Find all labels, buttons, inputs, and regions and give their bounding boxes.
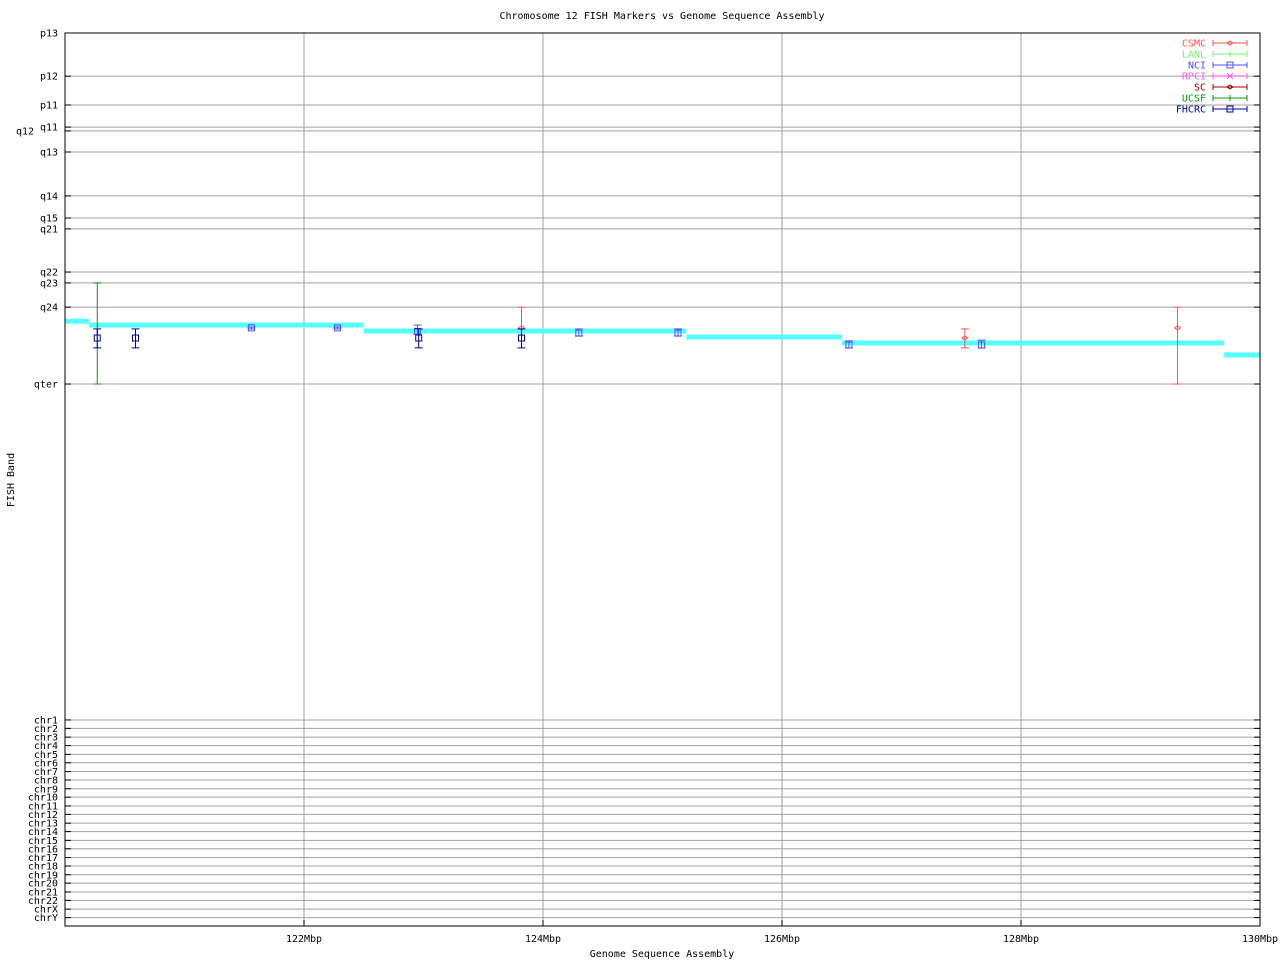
y-tick-label: chr7	[34, 767, 58, 778]
y-tick-label: chr2	[34, 724, 58, 735]
y-tick-label: chr10	[28, 793, 58, 804]
point-marker	[845, 341, 853, 349]
assembly-segment	[363, 328, 687, 334]
assembly-segment	[686, 334, 842, 340]
point-marker	[132, 334, 140, 342]
data-point-fhcrc	[414, 328, 423, 349]
x-tick-label: 122Mbp	[286, 934, 322, 945]
y-tick-label: chr14	[28, 827, 58, 838]
y-tick-label: q23	[40, 278, 58, 289]
y-tick-label: chr17	[28, 853, 58, 864]
assembly-steps	[65, 318, 1260, 358]
y-tick-label: q11	[40, 123, 58, 134]
legend-marker	[1226, 61, 1234, 69]
y-tick-label: chr12	[28, 810, 58, 821]
y-tick-label: q22	[40, 268, 58, 279]
y-tick-label: p12	[40, 72, 58, 83]
x-axis-label: Genome Sequence Assembly	[590, 949, 735, 960]
y-tick-label: chr13	[28, 819, 58, 830]
legend-marker	[1226, 84, 1234, 90]
point-marker	[517, 334, 525, 342]
y-tick-label: chr22	[28, 896, 58, 907]
y-tick-label: chrX	[34, 905, 58, 916]
data-point-csmc	[1173, 306, 1182, 385]
legend-marker	[1226, 72, 1234, 80]
assembly-segment	[88, 322, 364, 328]
y-tick-label: p11	[40, 100, 58, 111]
y-tick-label: qter	[34, 380, 58, 391]
data-point-csmc	[517, 306, 526, 331]
x-tick-label: 130Mbp	[1242, 934, 1278, 945]
y-tick-label: chrY	[34, 913, 58, 924]
y-tick-label: q12	[16, 126, 34, 137]
y-tick-label: chr21	[28, 887, 58, 898]
data-points	[93, 282, 1182, 385]
data-point-nci	[247, 324, 256, 332]
legend-label: RPCI	[1182, 72, 1206, 83]
x-tick-label: 124Mbp	[525, 934, 561, 945]
point-marker	[415, 334, 423, 342]
y-tick-label: chr11	[28, 801, 58, 812]
chart-title: Chromosome 12 FISH Markers vs Genome Seq…	[499, 11, 824, 22]
data-point-csmc	[960, 328, 969, 349]
point-marker	[1173, 325, 1182, 331]
y-tick-label: q13	[40, 147, 58, 158]
legend-label: SC	[1194, 83, 1206, 94]
y-tick-label: chr18	[28, 861, 58, 872]
y-tick-label: q21	[40, 224, 58, 235]
point-marker	[247, 324, 255, 332]
y-tick-label: chr1	[34, 715, 58, 726]
legend-label: CSMC	[1182, 39, 1206, 50]
point-marker	[93, 334, 101, 342]
assembly-segment	[1224, 352, 1260, 358]
data-point-nci	[574, 328, 583, 337]
y-tick-label: chr16	[28, 844, 58, 855]
y-tick-label: chr6	[34, 758, 58, 769]
legend-label: NCI	[1188, 61, 1206, 72]
y-tick-label: chr5	[34, 750, 58, 761]
y-axis-label: FISH Band	[6, 453, 17, 507]
y-tick-label: chr3	[34, 733, 58, 744]
point-marker	[333, 324, 341, 332]
y-tick-label: chr8	[34, 775, 58, 786]
y-tick-label: q14	[40, 191, 58, 202]
y-tick-label: chr15	[28, 836, 58, 847]
x-tick-label: 126Mbp	[764, 934, 800, 945]
point-marker	[960, 335, 969, 341]
data-point-fhcrc	[131, 328, 140, 349]
legend-marker	[1226, 40, 1234, 46]
point-marker	[575, 329, 583, 337]
y-tick-label: chr20	[28, 879, 58, 890]
legend-label: LANL	[1182, 50, 1206, 61]
data-point-fhcrc	[517, 328, 526, 349]
point-marker	[674, 329, 682, 337]
y-tick-label: q15	[40, 213, 58, 224]
y-tick-label: q24	[40, 303, 58, 314]
y-tick-label: chr4	[34, 741, 58, 752]
point-marker	[414, 327, 422, 335]
data-point-nci	[674, 328, 683, 337]
data-point-nci	[977, 339, 986, 349]
data-point-fhcrc	[93, 328, 102, 349]
y-tick-label: chr19	[28, 870, 58, 881]
legend-label: UCSF	[1182, 94, 1206, 105]
y-tick-label: chr9	[34, 784, 58, 795]
data-point-nci	[844, 340, 853, 349]
legend-marker	[1226, 105, 1234, 113]
legend-label: FHCRC	[1176, 105, 1206, 116]
assembly-segment	[65, 318, 89, 324]
point-marker	[978, 341, 986, 349]
y-tick-label: p13	[40, 29, 58, 40]
data-point-nci	[333, 324, 342, 332]
plot-frame	[64, 32, 1261, 927]
assembly-segment	[841, 340, 1225, 346]
x-tick-label: 128Mbp	[1003, 934, 1039, 945]
data-point-nci	[413, 324, 422, 335]
